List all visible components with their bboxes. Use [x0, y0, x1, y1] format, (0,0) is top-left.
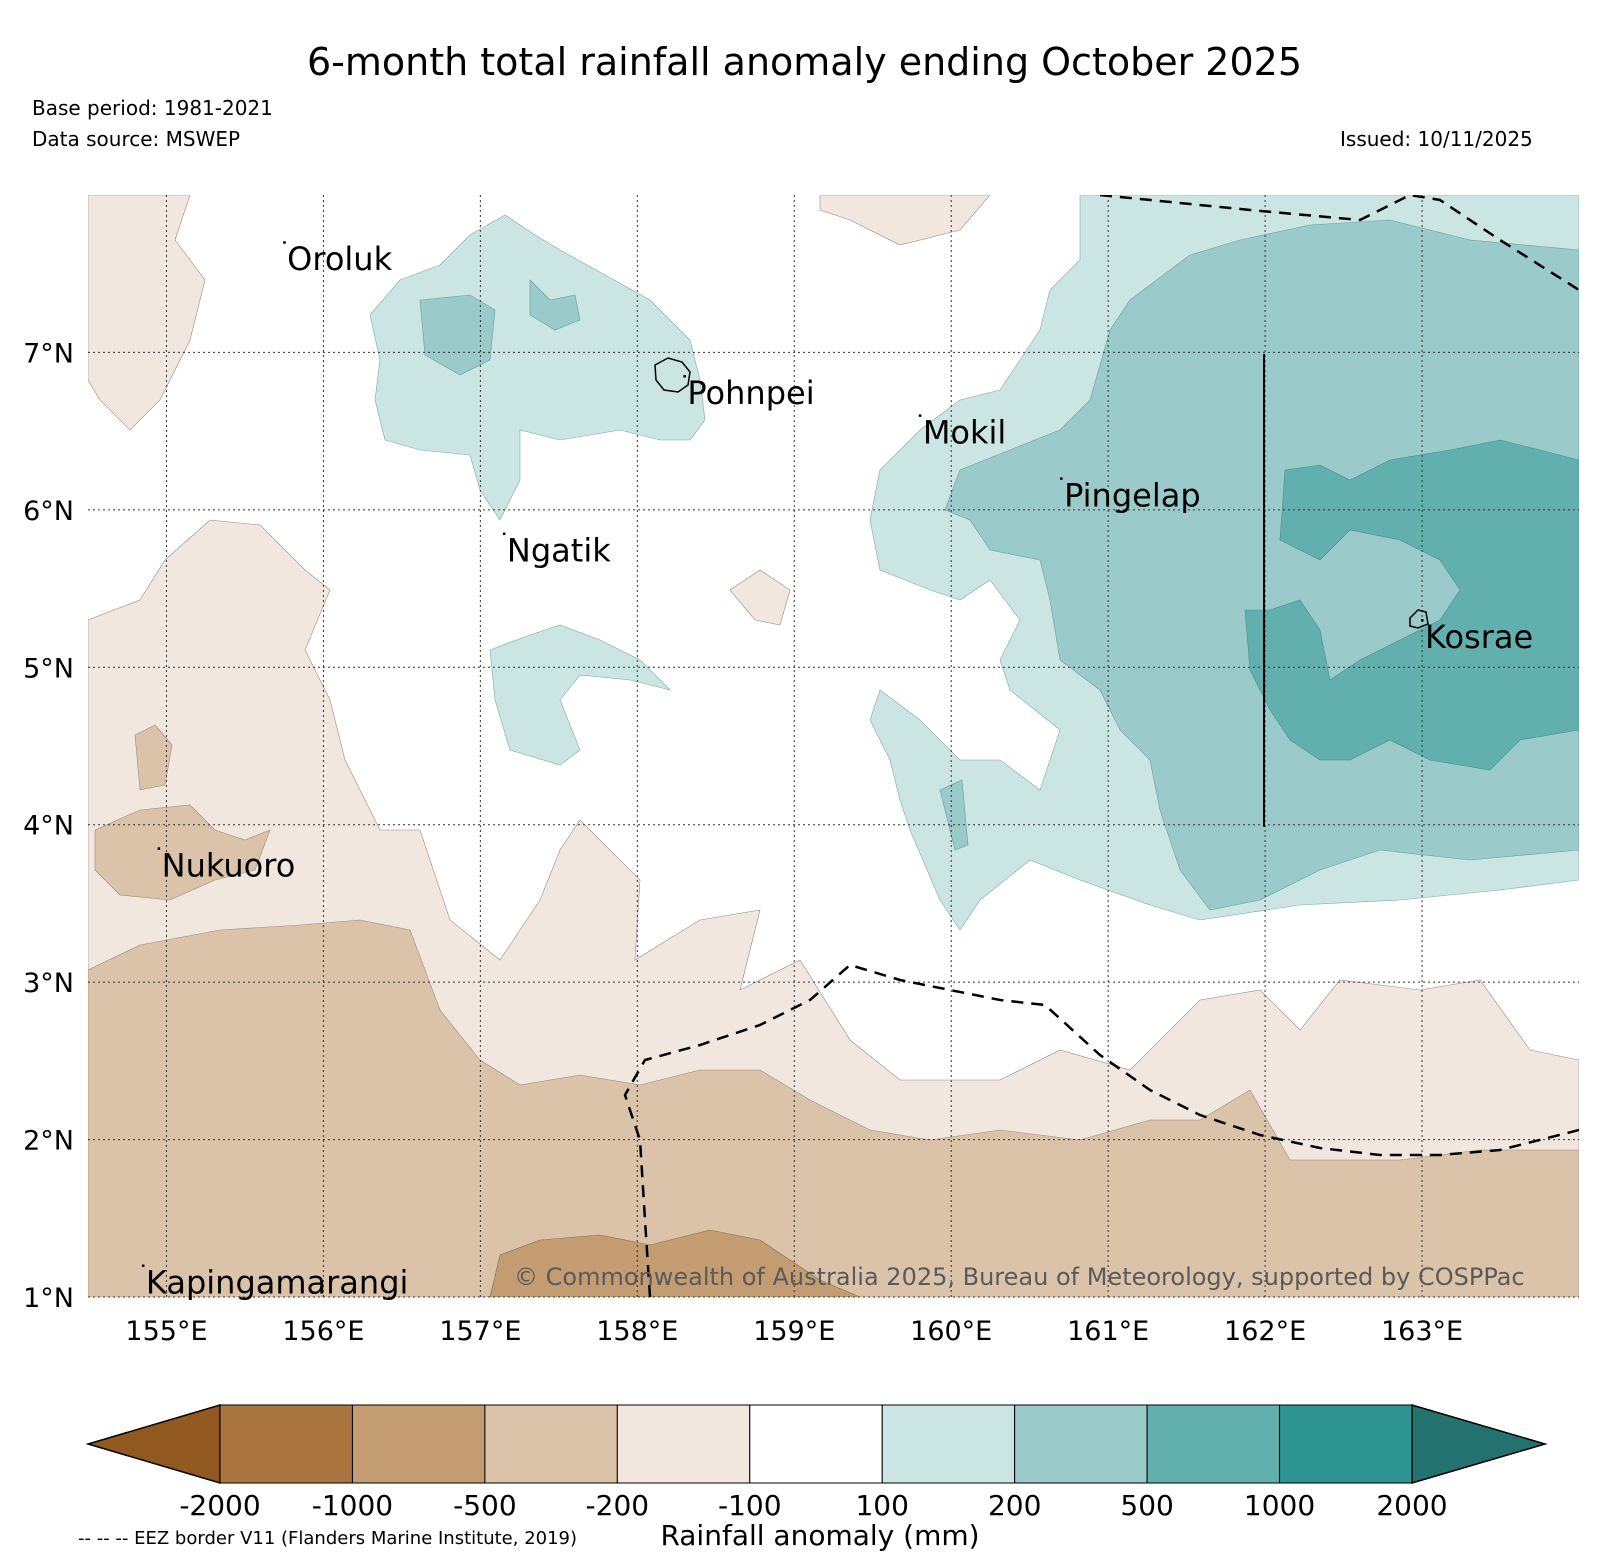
lon-tick-label: 161°E: [1067, 1316, 1149, 1347]
kosrae-island-outline: [1409, 609, 1429, 629]
place-labels: Oroluk Pohnpei Mokil Pingelap Ngatik Kosrae Nu…: [141, 240, 1533, 1302]
colorbar-bin: [1146, 1404, 1281, 1484]
colorbar-tick-label: 500: [1120, 1489, 1173, 1522]
lon-tick-label: 157°E: [439, 1316, 521, 1347]
place-label-ngatik: Ngatik: [507, 531, 611, 569]
colorbar-label: Rainfall anomaly (mm): [660, 1519, 979, 1552]
colorbar-tick-label: -100: [718, 1489, 782, 1522]
wet-strong-kosrae: [1244, 439, 1579, 771]
latitude-tick-labels: 1°N 2°N 3°N 4°N 5°N 6°N 7°N: [23, 338, 74, 1314]
place-label-kosrae: Kosrae: [1425, 618, 1533, 656]
colorbar-tick-label: 200: [988, 1489, 1041, 1522]
data-source: Data source: MSWEP: [32, 127, 241, 151]
colorbar-bin: [351, 1404, 486, 1484]
pohnpei-island-outline: [654, 357, 691, 393]
dry-light-north: [819, 195, 991, 246]
colorbar-bin: [1014, 1404, 1148, 1484]
colorbar: -2000 -1000 -500 -200 -100 100 200 500 1000 2000: [85, 1403, 1548, 1522]
place-label-mokil: Mokil: [923, 413, 1007, 451]
place-marker: [157, 847, 161, 850]
lon-tick-label: 162°E: [1224, 1316, 1306, 1347]
wet-light-south-patch: [489, 624, 671, 766]
dry-medium-patch: [134, 724, 173, 791]
colorbar-bin: [616, 1404, 751, 1484]
dry-medium-nukuoro: [94, 804, 271, 901]
colorbar-bin: [1279, 1404, 1413, 1484]
lon-tick-label: 159°E: [753, 1316, 835, 1347]
lat-tick-label: 6°N: [23, 496, 74, 527]
graticule: [88, 195, 1579, 1298]
place-marker: [283, 241, 286, 244]
lat-tick-label: 2°N: [23, 1126, 74, 1157]
colorbar-bin: [749, 1404, 883, 1484]
place-label-pohnpei: Pohnpei: [687, 374, 814, 412]
eez-note: -- -- -- EEZ border V11 (Flanders Marine…: [78, 1528, 578, 1549]
dry-light-west: [88, 195, 206, 431]
colorbar-bin: [219, 1404, 353, 1484]
colorbar-tick-label: 100: [855, 1489, 908, 1522]
place-label-oroluk: Oroluk: [287, 240, 392, 278]
lat-tick-label: 4°N: [23, 811, 74, 842]
place-marker: [918, 414, 922, 417]
place-label-nukuoro: Nukuoro: [162, 846, 296, 884]
colorbar-bin: [484, 1404, 618, 1484]
base-period: Base period: 1981-2021: [32, 96, 273, 120]
lon-tick-label: 158°E: [596, 1316, 678, 1347]
colorbar-tick-label: 1000: [1244, 1489, 1315, 1522]
colorbar-tick-label: -500: [453, 1489, 517, 1522]
place-label-pingelap: Pingelap: [1064, 476, 1201, 514]
wet-medium-pohnpei-2: [529, 279, 581, 331]
eez-border-north: [1099, 195, 1579, 292]
issued-date: Issued: 10/11/2025: [1340, 127, 1533, 151]
wet-light-pohnpei: [369, 214, 706, 521]
longitude-tick-labels: 155°E 156°E 157°E 158°E 159°E 160°E 161°E 162°E…: [125, 1316, 1463, 1347]
place-marker: [1060, 477, 1063, 480]
colorbar-extend-low: [85, 1403, 221, 1485]
place-marker: [683, 375, 686, 378]
place-marker: [141, 1264, 145, 1268]
lat-tick-label: 1°N: [23, 1283, 74, 1314]
lon-tick-label: 163°E: [1381, 1316, 1463, 1347]
lat-tick-label: 7°N: [23, 338, 74, 369]
wet-medium-patch: [939, 779, 969, 851]
place-marker: [1421, 619, 1424, 622]
colorbar-tick-label: -200: [586, 1489, 650, 1522]
eez-border-south: [623, 963, 1579, 1297]
colorbar-extend-high: [1411, 1403, 1548, 1485]
colorbar-tick-label: 2000: [1376, 1489, 1447, 1522]
map-title: 6-month total rainfall anomaly ending Oc…: [306, 40, 1302, 84]
lon-tick-label: 156°E: [282, 1316, 364, 1347]
place-marker: [502, 532, 506, 535]
colorbar-tick-label: -2000: [179, 1489, 260, 1522]
dry-dark-south: [489, 1229, 861, 1297]
lon-tick-label: 155°E: [125, 1316, 207, 1347]
anomaly-map: [88, 195, 1579, 1297]
copyright-credit: © Commonwealth of Australia 2025, Bureau…: [514, 1263, 1525, 1291]
colorbar-bin: [881, 1404, 1016, 1484]
eez-borders: [623, 195, 1579, 1297]
lat-tick-label: 5°N: [23, 653, 74, 684]
dry-light-patch: [729, 569, 791, 626]
wet-medium-pohnpei: [419, 294, 496, 376]
lat-tick-label: 3°N: [23, 968, 74, 999]
colorbar-tick-label: -1000: [312, 1489, 393, 1522]
lon-tick-label: 160°E: [910, 1316, 992, 1347]
place-label-kapingamarangi: Kapingamarangi: [146, 1264, 408, 1302]
